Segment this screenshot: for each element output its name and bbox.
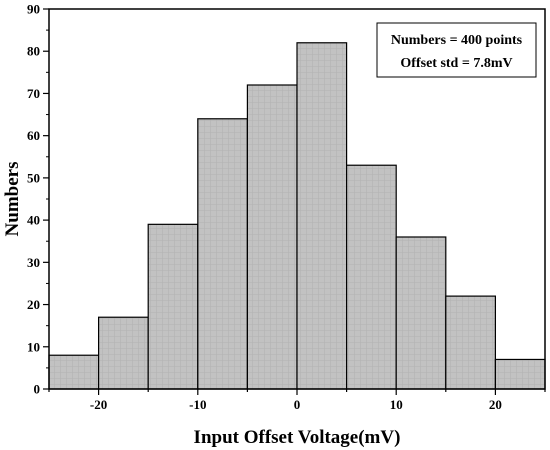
y-tick-label: 10 (27, 339, 40, 354)
x-tick-label: -10 (189, 397, 206, 412)
annotation-box: Numbers = 400 points Offset std = 7.8mV (376, 22, 537, 78)
y-tick-label: 40 (27, 213, 40, 228)
ticks-layer: -20 -10 0 10 20 0 10 20 30 40 50 60 70 80 90 (27, 2, 546, 412)
y-tick-label: 90 (27, 2, 40, 17)
histogram-bar-8 (445, 295, 496, 390)
x-tick-label: 0 (294, 397, 301, 412)
y-tick-label: 70 (27, 86, 40, 101)
annotation-frame (376, 22, 537, 78)
histogram-bar-5 (296, 42, 348, 390)
y-tick-label: 0 (34, 382, 41, 397)
y-tick-label: 50 (27, 170, 40, 185)
y-tick-label: 60 (27, 128, 40, 143)
y-axis-title: Numbers (2, 162, 23, 237)
histogram-bar-7 (395, 236, 447, 390)
histogram-bar-6 (346, 164, 397, 390)
x-tick-label: 20 (489, 397, 502, 412)
histogram-bar-0 (48, 354, 100, 390)
bars-layer (48, 42, 546, 390)
annotation-line-count: Numbers = 400 points (391, 33, 523, 48)
histogram-bar-2 (147, 223, 199, 390)
x-tick-label: -20 (90, 397, 107, 412)
x-tick-label: 10 (390, 397, 403, 412)
histogram-bar-4 (246, 84, 298, 390)
histogram-bar-1 (97, 316, 149, 390)
y-tick-label: 30 (27, 255, 40, 270)
annotation-line-std: Offset std = 7.8mV (400, 56, 512, 71)
histogram-bar-9 (494, 358, 546, 390)
y-tick-label: 20 (27, 297, 40, 312)
y-tick-label: 80 (27, 44, 40, 59)
histogram-bar-3 (197, 118, 249, 390)
x-axis-title: Input Offset Voltage(mV) (194, 427, 401, 448)
